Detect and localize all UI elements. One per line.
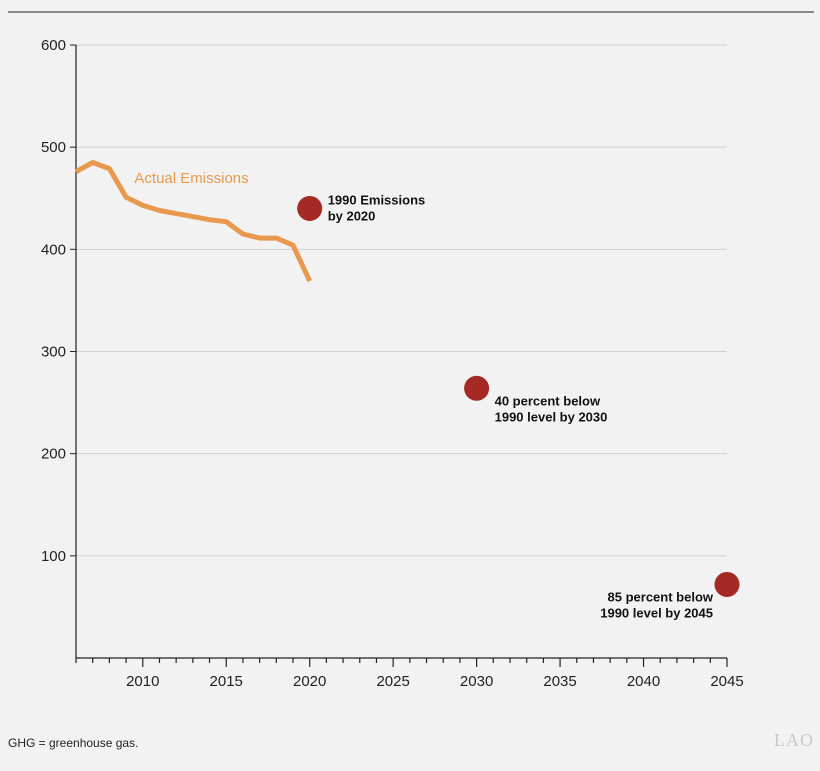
series-layer: Actual Emissions xyxy=(74,160,312,283)
target-point xyxy=(297,195,323,221)
x-tick-label: 2030 xyxy=(460,673,493,690)
x-tick-label: 2020 xyxy=(293,673,326,690)
target-annotation: 1990 level by 2045 xyxy=(600,605,713,620)
target-annotation: 1990 Emissions xyxy=(328,192,426,207)
y-tick-label: 500 xyxy=(41,139,66,156)
target-point xyxy=(464,375,490,401)
x-tick-label: 2045 xyxy=(710,673,743,690)
target-annotation: by 2020 xyxy=(328,208,376,223)
gridlines xyxy=(76,44,727,557)
x-tick-label: 2015 xyxy=(210,673,243,690)
y-tick-label: 600 xyxy=(41,37,66,54)
series-line-actual-emissions xyxy=(74,160,312,283)
series-label-actual-emissions: Actual Emissions xyxy=(134,170,248,187)
target-annotation: 85 percent below xyxy=(608,589,714,604)
x-tick-label: 2010 xyxy=(126,673,159,690)
y-tick-label: 400 xyxy=(41,241,66,258)
x-tick-label: 2025 xyxy=(376,673,409,690)
target-annotation: 1990 level by 2030 xyxy=(495,409,608,424)
y-tick-label: 200 xyxy=(41,446,66,463)
y-tick-label: 300 xyxy=(41,344,66,361)
axes: 100 200 300 400 500 600 2010 2015 2020 2025 2030 20… xyxy=(41,37,744,690)
x-tick-label: 2035 xyxy=(543,673,576,690)
target-annotation: 40 percent below xyxy=(495,393,601,408)
y-tick-label: 100 xyxy=(41,548,66,565)
lao-logo: LAO xyxy=(774,730,814,750)
x-tick-label: 2040 xyxy=(627,673,660,690)
target-point xyxy=(714,571,740,597)
footnote: GHG = greenhouse gas. xyxy=(8,736,139,750)
